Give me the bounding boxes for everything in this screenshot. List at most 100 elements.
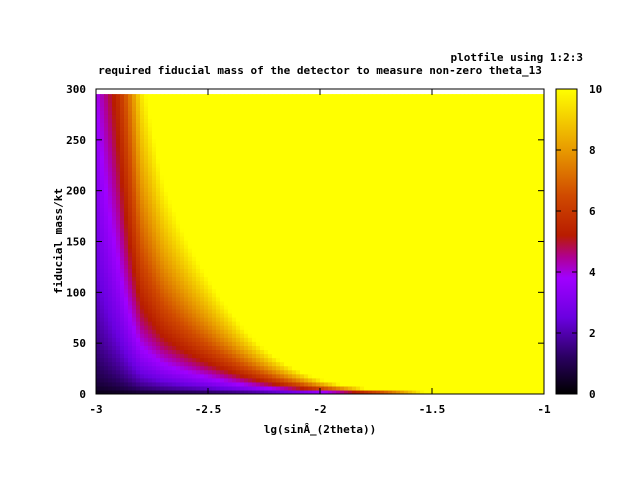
heatmap-cell bbox=[344, 195, 349, 201]
heatmap-cell bbox=[216, 244, 221, 249]
heatmap-cell bbox=[304, 138, 309, 144]
heatmap-cell bbox=[276, 199, 281, 205]
heatmap-cell bbox=[148, 235, 153, 241]
heatmap-cell bbox=[184, 304, 189, 310]
heatmap-cell bbox=[132, 162, 137, 168]
heatmap-cell bbox=[108, 381, 113, 387]
heatmap-cell bbox=[128, 195, 133, 201]
heatmap-cell bbox=[272, 106, 277, 111]
heatmap-cell bbox=[112, 345, 117, 351]
heatmap-cell bbox=[328, 227, 333, 233]
heatmap-cell bbox=[240, 341, 245, 346]
heatmap-cell bbox=[172, 102, 177, 107]
heatmap-cell bbox=[248, 381, 253, 387]
heatmap-cell bbox=[264, 288, 269, 294]
heatmap-cell bbox=[192, 337, 197, 342]
heatmap-cell bbox=[328, 154, 333, 160]
heatmap-cell bbox=[312, 94, 317, 99]
heatmap-cell bbox=[128, 357, 133, 363]
heatmap-cell bbox=[364, 369, 369, 375]
heatmap-cell bbox=[272, 126, 277, 132]
heatmap-cell bbox=[224, 308, 229, 314]
heatmap-cell bbox=[192, 341, 197, 346]
heatmap-cell bbox=[100, 345, 105, 351]
heatmap-cell bbox=[148, 106, 153, 111]
heatmap-cell bbox=[296, 138, 301, 144]
heatmap-cell bbox=[160, 162, 165, 168]
heatmap-cell bbox=[348, 292, 353, 298]
heatmap-cell bbox=[100, 235, 105, 241]
heatmap-cell bbox=[200, 244, 205, 249]
heatmap-cell bbox=[132, 179, 137, 184]
heatmap-cell bbox=[156, 126, 161, 132]
heatmap-cell bbox=[328, 389, 333, 394]
heatmap-cell bbox=[204, 195, 209, 201]
heatmap-cell bbox=[180, 377, 185, 383]
heatmap-cell bbox=[256, 316, 261, 322]
heatmap-cell bbox=[232, 381, 237, 387]
heatmap-cell bbox=[168, 126, 173, 132]
heatmap-cell bbox=[356, 256, 361, 261]
heatmap-cell bbox=[184, 122, 189, 128]
heatmap-cell bbox=[112, 187, 117, 192]
heatmap-cell bbox=[140, 207, 145, 213]
heatmap-cell bbox=[352, 268, 357, 274]
heatmap-cell bbox=[100, 312, 105, 318]
heatmap-cell bbox=[300, 211, 305, 217]
heatmap-cell bbox=[260, 167, 265, 172]
heatmap-cell bbox=[260, 134, 265, 140]
heatmap-cell bbox=[180, 321, 185, 326]
heatmap-cell bbox=[296, 389, 301, 394]
heatmap-cell bbox=[232, 150, 237, 156]
heatmap-cell bbox=[328, 260, 333, 265]
heatmap-cell bbox=[236, 227, 241, 233]
heatmap-cell bbox=[140, 102, 145, 107]
heatmap-cell bbox=[336, 110, 341, 115]
heatmap-cell bbox=[148, 122, 153, 128]
heatmap-cell bbox=[284, 300, 289, 306]
heatmap-cell bbox=[316, 353, 321, 359]
heatmap-cell bbox=[212, 316, 217, 322]
heatmap-cell bbox=[268, 175, 273, 180]
heatmap-cell bbox=[208, 195, 213, 201]
heatmap-cell bbox=[156, 231, 161, 237]
heatmap-cell bbox=[120, 142, 125, 148]
heatmap-cell bbox=[276, 381, 281, 387]
heatmap-cell bbox=[300, 106, 305, 111]
heatmap-cell bbox=[340, 126, 345, 132]
heatmap-cell bbox=[352, 219, 357, 225]
heatmap-cell bbox=[332, 268, 337, 274]
heatmap-cell bbox=[152, 171, 157, 176]
heatmap-cell bbox=[332, 146, 337, 152]
heatmap-cell bbox=[152, 272, 157, 278]
heatmap-cell bbox=[152, 276, 157, 282]
heatmap-cell bbox=[364, 361, 369, 367]
heatmap-cell bbox=[112, 94, 117, 99]
heatmap-cell bbox=[364, 308, 369, 314]
heatmap-cell bbox=[160, 126, 165, 132]
heatmap-cell bbox=[272, 361, 277, 367]
heatmap-cell bbox=[228, 349, 233, 355]
heatmap-cell bbox=[164, 219, 169, 225]
heatmap-cell bbox=[168, 195, 173, 201]
heatmap-cell bbox=[272, 134, 277, 140]
heatmap-cell bbox=[212, 276, 217, 282]
heatmap-cell bbox=[360, 280, 365, 286]
heatmap-cell bbox=[312, 304, 317, 310]
heatmap-cell bbox=[216, 126, 221, 132]
heatmap-cell bbox=[220, 329, 225, 334]
heatmap-cell bbox=[252, 272, 257, 278]
heatmap-cell bbox=[220, 244, 225, 249]
heatmap-cell bbox=[116, 365, 121, 371]
heatmap-cell bbox=[280, 333, 285, 338]
heatmap-cell bbox=[332, 304, 337, 310]
heatmap-cell bbox=[252, 349, 257, 355]
heatmap-cell bbox=[288, 110, 293, 115]
heatmap-cell bbox=[112, 337, 117, 342]
heatmap-cell bbox=[212, 284, 217, 290]
heatmap-cell bbox=[212, 325, 217, 330]
heatmap-cell bbox=[352, 118, 357, 124]
heatmap-cell bbox=[300, 365, 305, 371]
heatmap-cell bbox=[148, 357, 153, 363]
heatmap-cell bbox=[348, 154, 353, 160]
